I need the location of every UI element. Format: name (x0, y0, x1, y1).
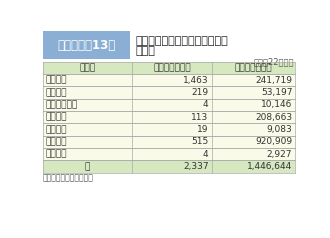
Text: 介護補償: 介護補償 (46, 125, 67, 134)
Text: 支払人数（人）: 支払人数（人） (153, 63, 191, 72)
Text: 遺族補償: 遺族補償 (46, 137, 67, 146)
Text: （出典：消防基金調べ）: （出典：消防基金調べ） (43, 173, 94, 182)
Text: 4: 4 (203, 100, 209, 109)
Text: 113: 113 (191, 113, 209, 122)
Text: 払状況: 払状況 (136, 46, 156, 56)
Bar (43, 31, 130, 59)
Text: 53,197: 53,197 (261, 88, 292, 97)
Bar (43, 99, 295, 111)
Text: 19: 19 (197, 125, 209, 134)
Text: 葬祭補償: 葬祭補償 (46, 149, 67, 159)
Bar (43, 86, 295, 99)
Text: 休業補償: 休業補償 (46, 88, 67, 97)
Text: 消防基金の公務災害補償費の支: 消防基金の公務災害補償費の支 (136, 36, 229, 46)
Bar (43, 160, 295, 173)
Bar (43, 62, 295, 74)
Text: 241,719: 241,719 (255, 76, 292, 85)
Text: （平成22年度）: （平成22年度） (253, 58, 294, 67)
Text: 208,663: 208,663 (255, 113, 292, 122)
Bar (43, 74, 295, 86)
Text: 傷病補償年金: 傷病補償年金 (46, 100, 78, 109)
Text: 515: 515 (191, 137, 209, 146)
Text: 2,337: 2,337 (183, 162, 209, 171)
Bar (43, 148, 295, 160)
Text: 障害補償: 障害補償 (46, 113, 67, 122)
Text: 区　分: 区 分 (79, 63, 95, 72)
Text: 1,463: 1,463 (183, 76, 209, 85)
Text: 920,909: 920,909 (255, 137, 292, 146)
Text: 支払額（千円）: 支払額（千円） (235, 63, 272, 72)
Text: 計: 計 (85, 162, 90, 171)
Text: 第２－２－13表: 第２－２－13表 (57, 39, 116, 52)
Text: 219: 219 (191, 88, 209, 97)
Text: 2,927: 2,927 (267, 149, 292, 159)
Text: 9,083: 9,083 (267, 125, 292, 134)
Text: 1,446,644: 1,446,644 (247, 162, 292, 171)
Text: 4: 4 (203, 149, 209, 159)
Bar (43, 123, 295, 136)
Text: 療養補償: 療養補償 (46, 76, 67, 85)
Bar (43, 136, 295, 148)
Bar (43, 111, 295, 123)
Text: 10,146: 10,146 (261, 100, 292, 109)
